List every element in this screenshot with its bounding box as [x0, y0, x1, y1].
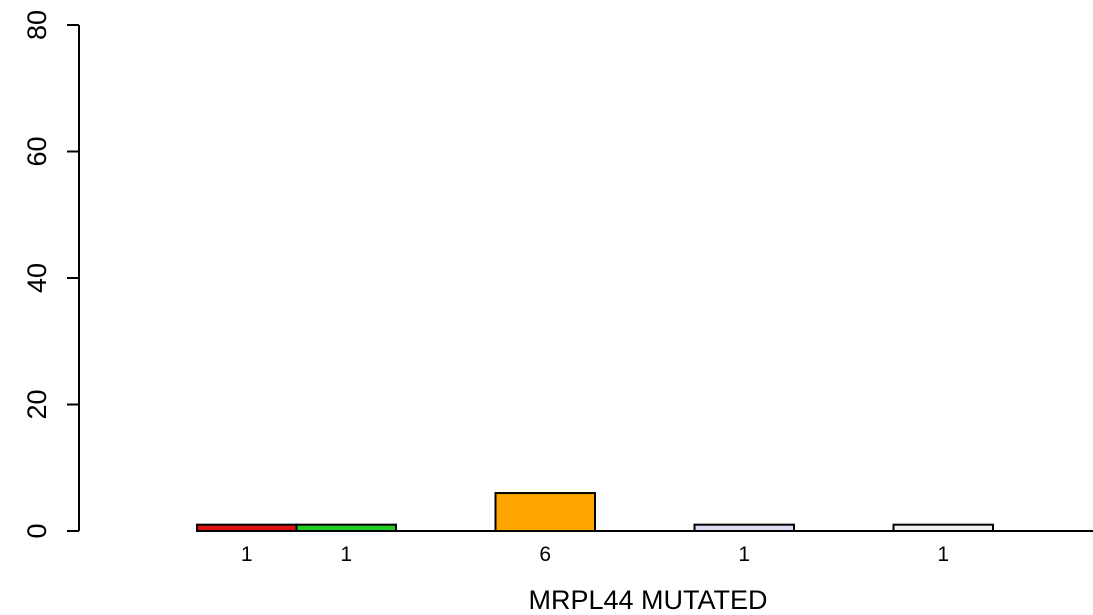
bar-value-label: 1: [241, 543, 253, 566]
bar: [494, 492, 596, 532]
y-axis: 0 20 40 60 80: [22, 10, 80, 539]
bar: [892, 523, 994, 532]
y-tick-label: 60: [22, 136, 52, 166]
bar-value-label: 1: [738, 543, 750, 566]
y-tick-label: 0: [22, 523, 52, 538]
bar: [295, 523, 397, 532]
y-tick-label: 40: [22, 263, 52, 293]
bar: [693, 523, 795, 532]
y-tick-label: 20: [22, 389, 52, 419]
y-tick-label: 80: [22, 10, 52, 40]
bars: [196, 492, 994, 532]
bar-value-label: 1: [340, 543, 352, 566]
bar-value-label: 6: [539, 543, 551, 566]
x-axis-title: MRPL44 MUTATED: [528, 585, 767, 615]
y-axis-ticks: 0 20 40 60 80: [22, 10, 79, 539]
bar: [196, 523, 298, 532]
bar-value-label: 1: [937, 543, 949, 566]
